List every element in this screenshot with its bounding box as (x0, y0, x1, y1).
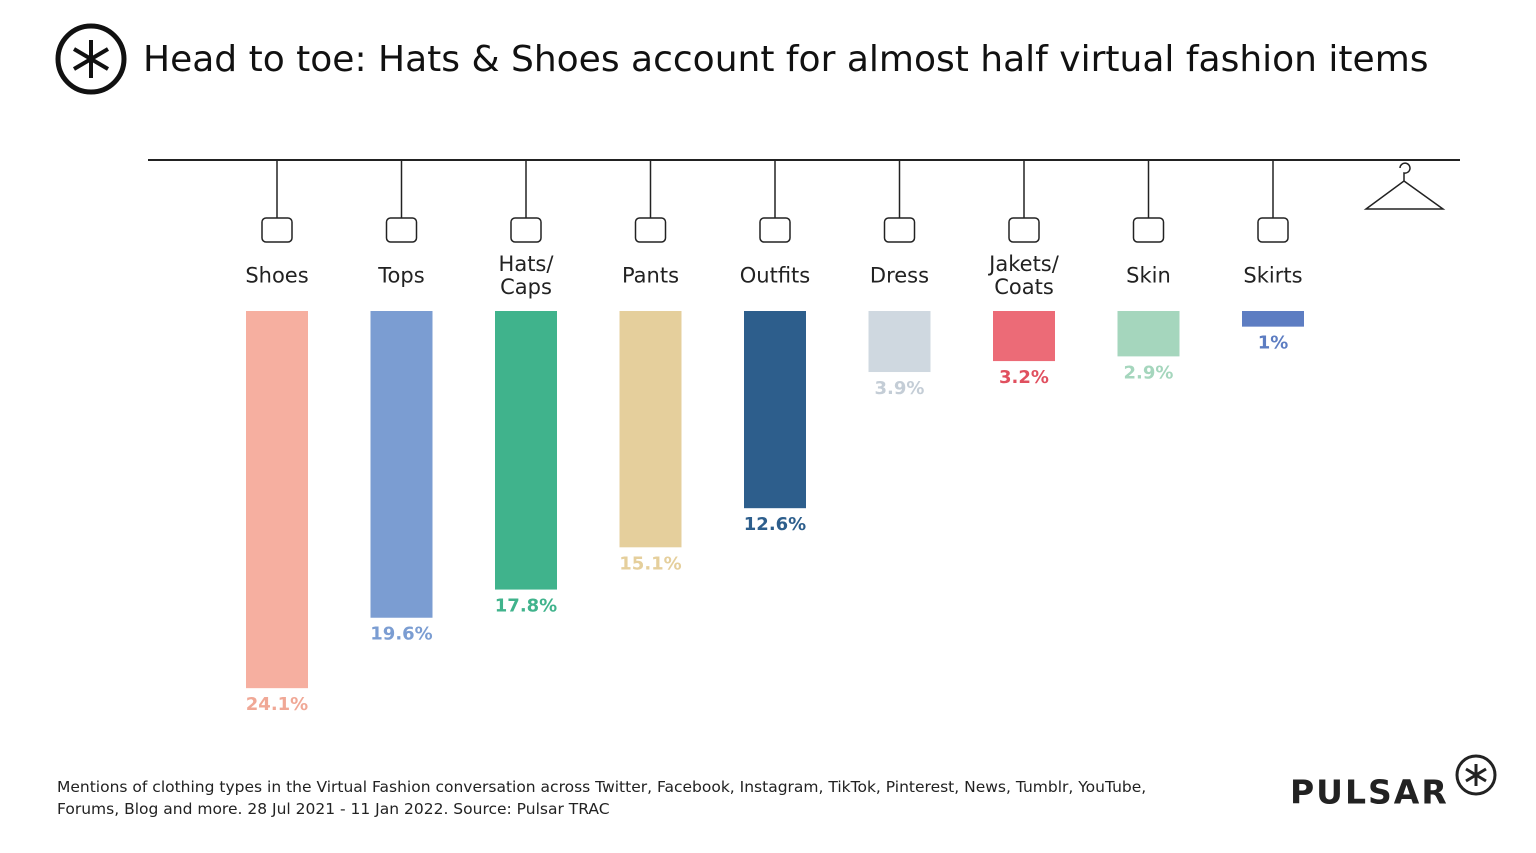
footnote-line: Forums, Blog and more. 28 Jul 2021 - 11 … (57, 800, 610, 818)
bar (993, 311, 1055, 362)
value-label: 15.1% (619, 553, 681, 574)
bar (495, 311, 557, 590)
icon (385, 217, 418, 243)
bar (619, 311, 682, 548)
brand: PULSAR (1290, 773, 1449, 812)
category-label: Hats/ Caps (498, 252, 554, 299)
icon (1257, 217, 1289, 243)
bar (1242, 311, 1304, 327)
value-label: 19.6% (370, 624, 432, 645)
bar (744, 311, 806, 509)
icon (261, 217, 293, 243)
icon (510, 217, 542, 243)
value-label: 1% (1258, 333, 1289, 354)
icon (634, 217, 667, 243)
value-label: 3.9% (875, 378, 925, 399)
category-label: Jakets/ Coats (989, 252, 1059, 299)
category-label: Skirts (1243, 263, 1303, 288)
hanger (1363, 162, 1446, 210)
value-label: 3.2% (999, 367, 1049, 388)
brand-icon (1455, 754, 1497, 796)
logo-icon (55, 23, 127, 95)
category-label: Pants (621, 263, 680, 288)
icon (883, 217, 916, 243)
value-label: 12.6% (744, 514, 806, 535)
category-label: Skin (1126, 263, 1171, 288)
value-label: 24.1% (246, 694, 308, 715)
chart-title: Head to toe: Hats & Shoes account for al… (143, 39, 1429, 80)
icon (1132, 217, 1165, 243)
category-label: Tops (378, 263, 425, 288)
icon (759, 217, 791, 243)
bar (1117, 311, 1180, 357)
footnote-line: Mentions of clothing types in the Virtua… (57, 778, 1147, 796)
value-label: 2.9% (1124, 362, 1174, 383)
bar (246, 311, 308, 689)
icon (1008, 217, 1040, 243)
category-label: Dress (869, 263, 930, 288)
category-label: Shoes (245, 263, 309, 288)
bar (370, 311, 433, 618)
bar (868, 311, 931, 373)
category-label: Outfits (739, 263, 811, 288)
footnote: Mentions of clothing types in the Virtua… (57, 776, 1146, 820)
value-label: 17.8% (495, 596, 557, 617)
